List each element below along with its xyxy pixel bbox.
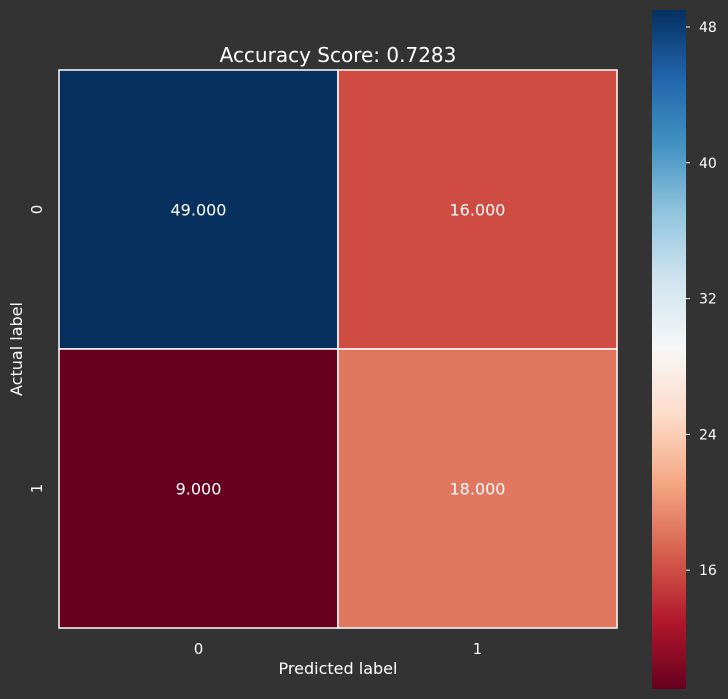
chart-title: Accuracy Score: 0.7283 (220, 43, 457, 67)
heatmap-cell-0-0 (58, 69, 339, 350)
colorbar-ticks: 16 24 32 40 48 (686, 20, 717, 579)
x-tick-label-1: 1 (473, 640, 483, 658)
colorbar-tick-label-0: 16 (699, 563, 717, 579)
x-tick-label-0: 0 (194, 640, 204, 658)
y-tick-label-1: 1 (28, 484, 46, 494)
colorbar (652, 10, 686, 689)
colorbar-tick-label-4: 48 (699, 20, 717, 36)
cell-annotation-1-1: 18.000 (450, 480, 506, 499)
y-axis-ticks: 01 (28, 205, 46, 494)
heatmap-cell-1-1 (337, 348, 618, 629)
x-axis-label: Predicted label (279, 659, 398, 678)
cell-annotation-1-0: 9.000 (176, 480, 222, 499)
y-tick-label-0: 0 (28, 205, 46, 215)
heatmap-cells (58, 69, 618, 629)
heatmap-cell-0-1 (337, 69, 618, 350)
cell-annotation-0-1: 16.000 (450, 201, 506, 220)
colorbar-tick-label-3: 40 (699, 156, 717, 172)
heatmap-cell-1-0 (58, 348, 339, 629)
cell-annotations: 49.000 16.000 9.000 18.000 (171, 201, 506, 499)
colorbar-tick-label-2: 32 (699, 292, 717, 308)
cell-annotation-0-0: 49.000 (171, 201, 227, 220)
colorbar-tick-label-1: 24 (699, 427, 717, 443)
y-axis-label: Actual label (7, 302, 26, 396)
